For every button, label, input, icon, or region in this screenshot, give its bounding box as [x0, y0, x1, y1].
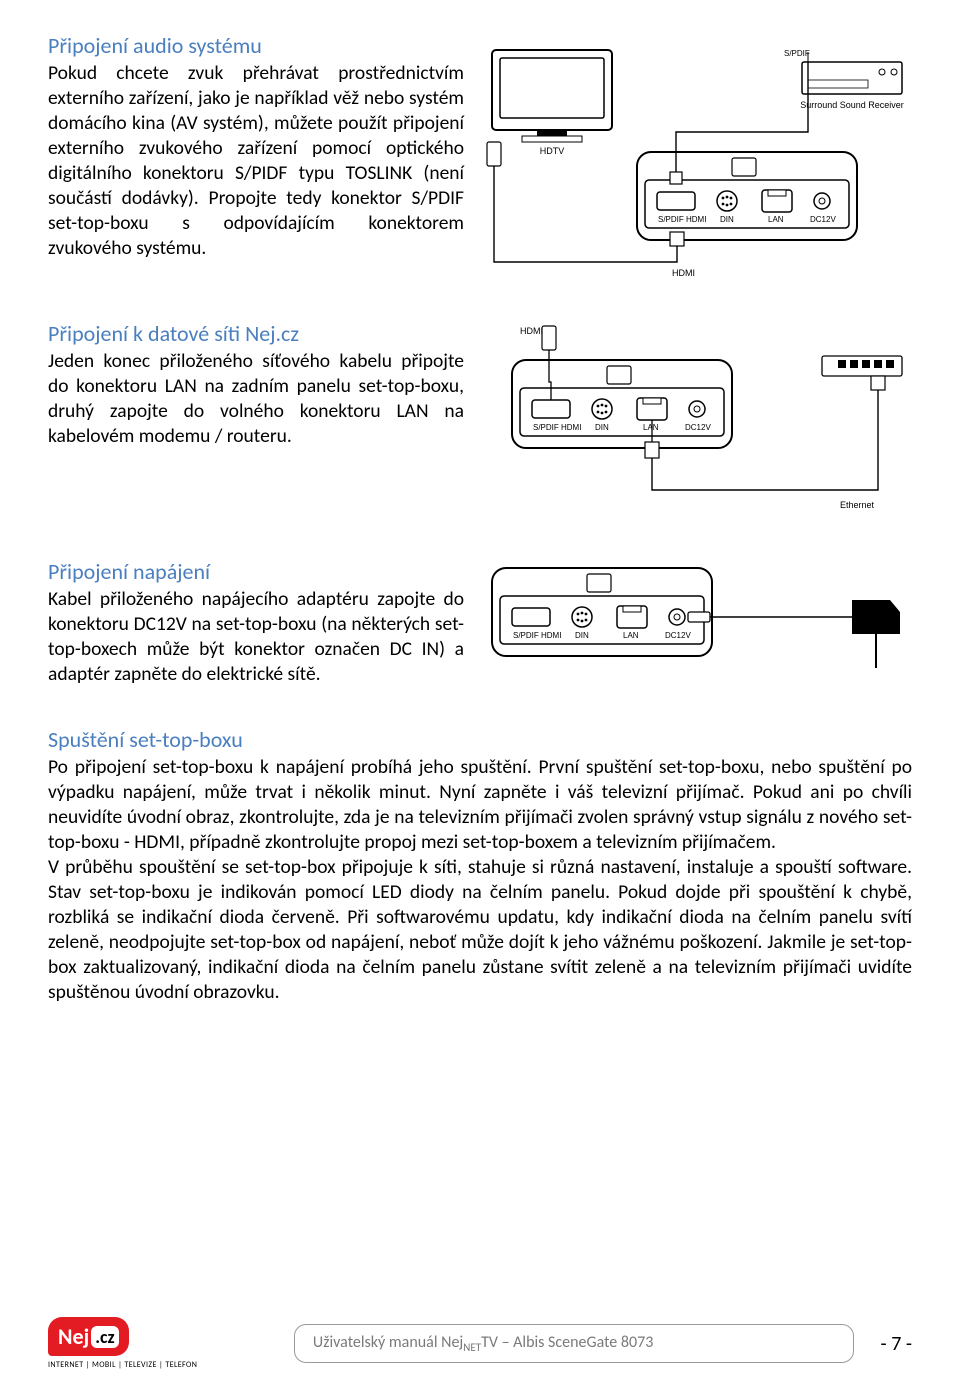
power-text: Připojení napájení Kabel přiloženého nap…	[48, 558, 464, 687]
svg-text:DC12V: DC12V	[810, 215, 836, 224]
svg-text:LAN: LAN	[643, 423, 659, 432]
svg-text:LAN: LAN	[768, 215, 784, 224]
audio-diagram: HDTV S/PDIF Surround Sound Receiver	[482, 32, 912, 282]
section-power: Připojení napájení Kabel přiloženého nap…	[48, 558, 912, 688]
startup-body-2: V průběhu spouštění se set-top-box připo…	[48, 855, 912, 1005]
section-startup: Spuštění set-top-boxu Po připojení set-t…	[48, 726, 912, 1005]
network-text: Připojení k datové síti Nej.cz Jeden kon…	[48, 320, 464, 449]
audio-text: Připojení audio systému Pokud chcete zvu…	[48, 32, 464, 261]
network-title: Připojení k datové síti Nej.cz	[48, 320, 464, 347]
logo-suffix: .cz	[91, 1326, 119, 1348]
label-hdtv: HDTV	[540, 146, 565, 156]
svg-text:DC12V: DC12V	[685, 423, 711, 432]
label-ethernet: Ethernet	[840, 500, 875, 510]
section-network: Připojení k datové síti Nej.cz Jeden kon…	[48, 320, 912, 520]
stb-audio: S/PDIF HDMI DIN LAN DC12V	[637, 152, 857, 240]
brand-logo: Nej.cz	[48, 1317, 129, 1356]
logo-main: Nej	[58, 1323, 89, 1350]
section-audio: Připojení audio systému Pokud chcete zvu…	[48, 32, 912, 282]
power-diagram: S/PDIF HDMI DIN LAN DC12V	[482, 558, 912, 688]
svg-text:DC12V: DC12V	[665, 631, 691, 640]
page-footer: Nej.cz INTERNET | MOBIL | TELEVIZE | TEL…	[0, 1317, 960, 1370]
svg-text:S/PDIF HDMI: S/PDIF HDMI	[658, 215, 706, 224]
label-hdmi-cable: HDMI	[672, 268, 695, 278]
svg-text:DIN: DIN	[575, 631, 589, 640]
power-body: Kabel přiloženého napájecího adaptéru za…	[48, 587, 464, 687]
svg-text:S/PDIF HDMI: S/PDIF HDMI	[533, 423, 581, 432]
logo-subtitle: INTERNET | MOBIL | TELEVIZE | TELEFON	[48, 1360, 197, 1370]
network-diagram: S/PDIF HDMI DIN LAN DC12V HDMI Ethernet	[482, 320, 912, 520]
network-body: Jeden konec přiloženého síťového kabelu …	[48, 349, 464, 449]
page-number: - 7 -	[881, 1332, 912, 1356]
audio-title: Připojení audio systému	[48, 32, 464, 59]
audio-body: Pokud chcete zvuk přehrávat prostřednict…	[48, 61, 464, 261]
startup-body-1: Po připojení set-top-boxu k napájení pro…	[48, 755, 912, 855]
startup-title: Spuštění set-top-boxu	[48, 726, 912, 753]
svg-text:DIN: DIN	[720, 215, 734, 224]
label-spdif-out: S/PDIF	[784, 49, 810, 58]
footer-title: Uživatelský manuál NejNETTV – Albis Scen…	[294, 1324, 854, 1363]
svg-text:LAN: LAN	[623, 631, 639, 640]
power-title: Připojení napájení	[48, 558, 464, 585]
svg-text:DIN: DIN	[595, 423, 609, 432]
label-hdmi: HDMI	[520, 326, 543, 336]
label-receiver: Surround Sound Receiver	[800, 100, 904, 110]
svg-text:S/PDIF HDMI: S/PDIF HDMI	[513, 631, 561, 640]
brand-logo-block: Nej.cz INTERNET | MOBIL | TELEVIZE | TEL…	[48, 1317, 197, 1370]
